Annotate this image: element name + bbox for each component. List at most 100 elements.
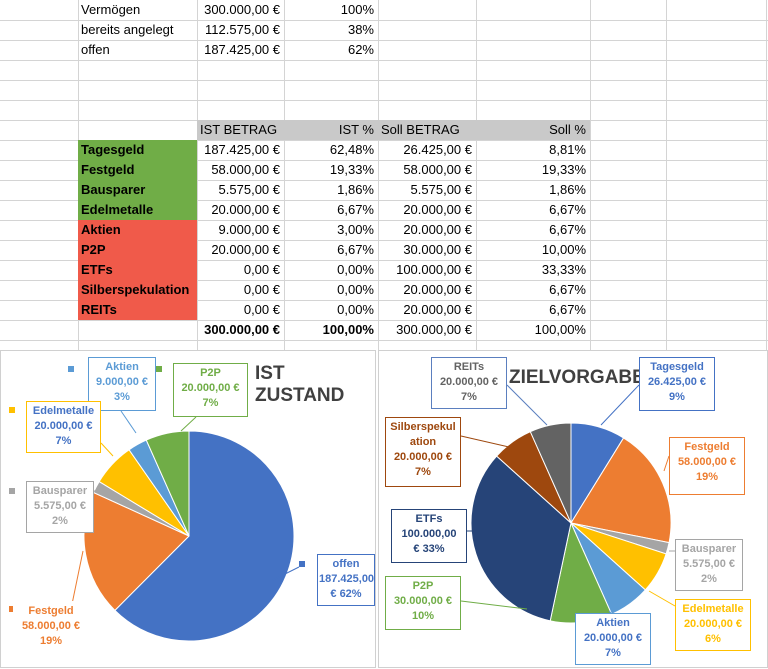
row-name[interactable]: Tagesgeld xyxy=(78,140,197,160)
leader-line xyxy=(663,455,670,472)
row-ist-pct[interactable]: 6,67% xyxy=(337,242,374,257)
row-ist[interactable]: 187.425,00 € xyxy=(204,142,280,157)
row-ist-pct[interactable]: 3,00% xyxy=(337,222,374,237)
row-name[interactable]: Festgeld xyxy=(78,160,197,180)
row-ist[interactable]: 0,00 € xyxy=(243,302,280,317)
total-ist-pct[interactable]: 100,00% xyxy=(322,322,374,337)
row-soll-pct[interactable]: 8,81% xyxy=(549,142,586,157)
leader-line xyxy=(460,600,528,610)
row-soll-pct[interactable]: 6,67% xyxy=(549,282,586,297)
ziel-label-edelmetalle: Edelmetalle 20.000,00 €6% xyxy=(675,599,751,651)
ziel-label-silberspekulation: Silberspekul ation 20.000,00 €7% xyxy=(385,417,461,487)
row-soll-pct[interactable]: 19,33% xyxy=(541,162,586,177)
ziel-chart-title: ZIELVORGABE xyxy=(509,367,645,388)
summary-label[interactable]: bereits angelegt xyxy=(81,22,174,37)
row-name[interactable]: Aktien xyxy=(78,220,197,240)
row-name[interactable]: REITs xyxy=(78,300,197,320)
leader-line xyxy=(180,416,197,432)
header-ist-betrag[interactable]: IST BETRAG xyxy=(197,120,284,140)
header-soll-pct[interactable]: Soll % xyxy=(476,120,590,140)
leader-line xyxy=(506,384,548,426)
pie-slice-festgeld[interactable] xyxy=(570,437,672,544)
leader-line xyxy=(648,590,676,607)
row-ist-pct[interactable]: 62,48% xyxy=(329,142,374,157)
ist-label-bausparer: Bausparer 5.575,00 €2% xyxy=(26,481,94,533)
total-soll[interactable]: 300.000,00 € xyxy=(396,322,472,337)
row-soll-pct[interactable]: 1,86% xyxy=(549,182,586,197)
summary-pct[interactable]: 100% xyxy=(340,2,374,17)
summary-amount[interactable]: 300.000,00 € xyxy=(204,2,280,17)
row-ist-pct[interactable]: 6,67% xyxy=(337,202,374,217)
ziel-label-festgeld: Festgeld 58.000,00 €19% xyxy=(669,437,745,495)
summary-pct[interactable]: 38% xyxy=(347,22,374,37)
ziel-label-aktien: Aktien 20.000,00 €7% xyxy=(575,613,651,665)
row-soll[interactable]: 20.000,00 € xyxy=(403,302,472,317)
row-ist[interactable]: 58.000,00 € xyxy=(211,162,280,177)
header-soll-betrag[interactable]: Soll BETRAG xyxy=(378,120,476,140)
row-name[interactable]: P2P xyxy=(78,240,197,260)
summary-label[interactable]: offen xyxy=(81,42,110,57)
row-ist-pct[interactable]: 0,00% xyxy=(337,302,374,317)
legend-marker xyxy=(9,407,15,413)
ist-label-festgeld: Festgeld 58.000,00 €19% xyxy=(13,601,89,653)
legend-marker xyxy=(9,606,15,612)
leader-line xyxy=(120,410,137,434)
row-soll[interactable]: 100.000,00 € xyxy=(396,262,472,277)
row-soll[interactable]: 20.000,00 € xyxy=(403,282,472,297)
row-ist[interactable]: 9.000,00 € xyxy=(218,222,280,237)
ziel-pie-svg xyxy=(460,384,676,624)
row-soll-pct[interactable]: 6,67% xyxy=(549,302,586,317)
row-soll[interactable]: 5.575,00 € xyxy=(410,182,472,197)
ist-pie-svg xyxy=(70,410,300,642)
row-soll-pct[interactable]: 33,33% xyxy=(541,262,586,277)
legend-marker xyxy=(9,488,15,494)
leader-line xyxy=(600,384,640,426)
row-ist[interactable]: 5.575,00 € xyxy=(218,182,280,197)
ist-label-p2p: P2P 20.000,00 €7% xyxy=(173,363,248,417)
pie-slice-reits[interactable] xyxy=(529,422,572,524)
legend-marker xyxy=(299,561,305,567)
legend-marker xyxy=(68,366,74,372)
pie-slice-p2p[interactable] xyxy=(145,430,190,537)
row-soll[interactable]: 30.000,00 € xyxy=(403,242,472,257)
row-ist[interactable]: 0,00 € xyxy=(243,262,280,277)
ziel-label-p2p: P2P 30.000,00 €10% xyxy=(385,576,461,630)
row-ist-pct[interactable]: 1,86% xyxy=(337,182,374,197)
leader-line xyxy=(100,442,114,457)
total-soll-pct[interactable]: 100,00% xyxy=(534,322,586,337)
row-soll[interactable]: 26.425,00 € xyxy=(403,142,472,157)
total-ist[interactable]: 300.000,00 € xyxy=(204,322,280,337)
row-soll[interactable]: 58.000,00 € xyxy=(403,162,472,177)
pie-slice-offen[interactable] xyxy=(114,430,295,642)
row-name[interactable]: Bausparer xyxy=(78,180,197,200)
summary-amount[interactable]: 112.575,00 € xyxy=(205,22,280,37)
ziel-chart[interactable]: ZIELVORGABE REITs 20.000,00 €7% Tagesgeld… xyxy=(378,350,768,668)
row-soll[interactable]: 20.000,00 € xyxy=(403,202,472,217)
row-ist[interactable]: 20.000,00 € xyxy=(211,242,280,257)
row-ist[interactable]: 0,00 € xyxy=(243,282,280,297)
pie-slice-etfs[interactable] xyxy=(470,455,572,622)
ziel-label-etfs: ETFs 100.000,00 € 33% xyxy=(391,509,467,563)
row-ist-pct[interactable]: 0,00% xyxy=(337,262,374,277)
row-ist-pct[interactable]: 0,00% xyxy=(337,282,374,297)
leader-line xyxy=(608,610,612,614)
ist-chart-title: IST ZUSTAND xyxy=(255,363,345,406)
ist-chart[interactable]: IST ZUSTAND Aktien 9.000,00 €3% P2P 20.000… xyxy=(0,350,376,668)
summary-label[interactable]: Vermögen xyxy=(81,2,141,17)
row-soll-pct[interactable]: 6,67% xyxy=(549,202,586,217)
legend-marker xyxy=(156,366,162,372)
leader-line xyxy=(70,550,84,610)
row-name[interactable]: Edelmetalle xyxy=(78,200,197,220)
row-ist-pct[interactable]: 19,33% xyxy=(329,162,374,177)
summary-pct[interactable]: 62% xyxy=(347,42,374,57)
row-name[interactable]: Silberspekulation xyxy=(78,280,197,300)
row-soll-pct[interactable]: 10,00% xyxy=(541,242,586,257)
row-soll-pct[interactable]: 6,67% xyxy=(549,222,586,237)
header-ist-pct[interactable]: IST % xyxy=(284,120,378,140)
row-name[interactable]: ETFs xyxy=(78,260,197,280)
ziel-label-tagesgeld: Tagesgeld 26.425,00 €9% xyxy=(639,357,715,411)
row-ist[interactable]: 20.000,00 € xyxy=(211,202,280,217)
row-soll[interactable]: 20.000,00 € xyxy=(403,222,472,237)
summary-amount[interactable]: 187.425,00 € xyxy=(204,42,280,57)
ziel-label-reits: REITs 20.000,00 €7% xyxy=(431,357,507,409)
